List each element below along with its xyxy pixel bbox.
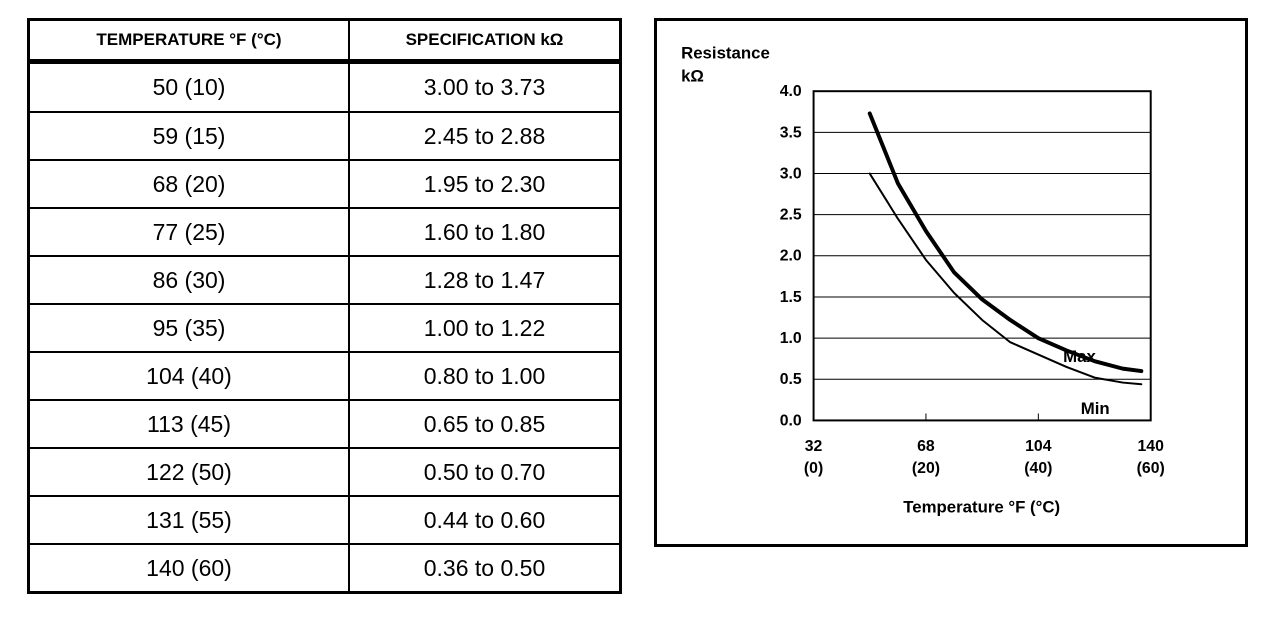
cell-temperature: 122 (50) xyxy=(30,447,350,497)
y-tick-label: 3.5 xyxy=(780,124,802,141)
table-row: 113 (45) 0.65 to 0.85 xyxy=(30,399,619,449)
x-tick-label-c: (20) xyxy=(912,460,940,477)
x-tick-label-c: (40) xyxy=(1024,460,1052,477)
x-tick-label-c: (60) xyxy=(1137,460,1165,477)
cell-specification: 0.50 to 0.70 xyxy=(349,447,619,497)
series-label-min: Min xyxy=(1081,399,1110,418)
cell-temperature: 59 (15) xyxy=(30,111,350,161)
cell-specification: 1.60 to 1.80 xyxy=(349,207,619,257)
table-row: 50 (10) 3.00 to 3.73 xyxy=(30,61,619,113)
table-header-row: TEMPERATURE °F (°C) SPECIFICATION kΩ xyxy=(30,21,619,64)
x-tick-label-f: 68 xyxy=(917,438,935,455)
table-row: 131 (55) 0.44 to 0.60 xyxy=(30,495,619,545)
x-tick-label-c: (0) xyxy=(804,460,823,477)
cell-temperature: 95 (35) xyxy=(30,303,350,353)
spec-table-grid: TEMPERATURE °F (°C) SPECIFICATION kΩ 50 … xyxy=(30,21,619,591)
header-specification: SPECIFICATION kΩ xyxy=(349,21,619,64)
cell-specification: 0.65 to 0.85 xyxy=(349,399,619,449)
y-tick-label: 1.0 xyxy=(780,330,802,347)
table-row: 122 (50) 0.50 to 0.70 xyxy=(30,447,619,497)
y-axis-title-line1: Resistance xyxy=(681,44,770,63)
cell-temperature: 113 (45) xyxy=(30,399,350,449)
table-row: 104 (40) 0.80 to 1.00 xyxy=(30,351,619,401)
cell-temperature: 104 (40) xyxy=(30,351,350,401)
cell-temperature: 86 (30) xyxy=(30,255,350,305)
cell-specification: 2.45 to 2.88 xyxy=(349,111,619,161)
series-line-max xyxy=(867,111,1144,374)
cell-temperature: 77 (25) xyxy=(30,207,350,257)
cell-specification: 1.95 to 2.30 xyxy=(349,159,619,209)
y-tick-label: 2.0 xyxy=(780,248,802,265)
y-tick-label: 0.5 xyxy=(780,371,802,388)
series-line-min xyxy=(868,172,1143,386)
cell-specification: 1.28 to 1.47 xyxy=(349,255,619,305)
table-row: 95 (35) 1.00 to 1.22 xyxy=(30,303,619,353)
y-axis-title-line2: kΩ xyxy=(681,66,704,85)
x-tick-label-f: 32 xyxy=(805,438,823,455)
cell-temperature: 68 (20) xyxy=(30,159,350,209)
x-tick-label-f: 140 xyxy=(1138,438,1165,455)
y-tick-label: 0.0 xyxy=(780,412,802,429)
cell-specification: 0.44 to 0.60 xyxy=(349,495,619,545)
cell-specification: 0.36 to 0.50 xyxy=(349,543,619,591)
plot-frame xyxy=(812,90,1152,422)
table-row: 77 (25) 1.60 to 1.80 xyxy=(30,207,619,257)
table-row: 86 (30) 1.28 to 1.47 xyxy=(30,255,619,305)
cell-specification: 0.80 to 1.00 xyxy=(349,351,619,401)
spec-table: TEMPERATURE °F (°C) SPECIFICATION kΩ 50 … xyxy=(27,18,622,594)
cell-specification: 3.00 to 3.73 xyxy=(423,74,546,101)
header-temperature: TEMPERATURE °F (°C) xyxy=(30,21,350,64)
x-axis-title: Temperature °F (°C) xyxy=(903,497,1060,516)
y-tick-label: 2.5 xyxy=(780,207,802,224)
cell-specification: 1.00 to 1.22 xyxy=(349,303,619,353)
y-tick-label: 3.0 xyxy=(780,165,802,182)
resistance-chart: Resistance kΩ 0.0 0.5 1.0 1.5 2.0 2.5 3.0 3.5 4.… xyxy=(681,44,1165,517)
cell-temperature: 140 (60) xyxy=(30,543,350,591)
table-row: 68 (20) 1.95 to 2.30 xyxy=(30,159,619,209)
y-tick-label: 4.0 xyxy=(780,83,802,100)
y-tick-label: 1.5 xyxy=(780,289,802,306)
resistance-chart-panel: Resistance kΩ 0.0 0.5 1.0 1.5 2.0 2.5 3.0 3.5 4.… xyxy=(654,18,1248,547)
series-label-max: Max xyxy=(1063,347,1096,366)
cell-temperature: 50 (10) xyxy=(30,61,350,113)
x-tick-label-f: 104 xyxy=(1025,438,1052,455)
cell-temperature: 131 (55) xyxy=(30,495,350,545)
table-row: 59 (15) 2.45 to 2.88 xyxy=(30,111,619,161)
table-row: 140 (60) 0.36 to 0.50 xyxy=(30,543,619,591)
